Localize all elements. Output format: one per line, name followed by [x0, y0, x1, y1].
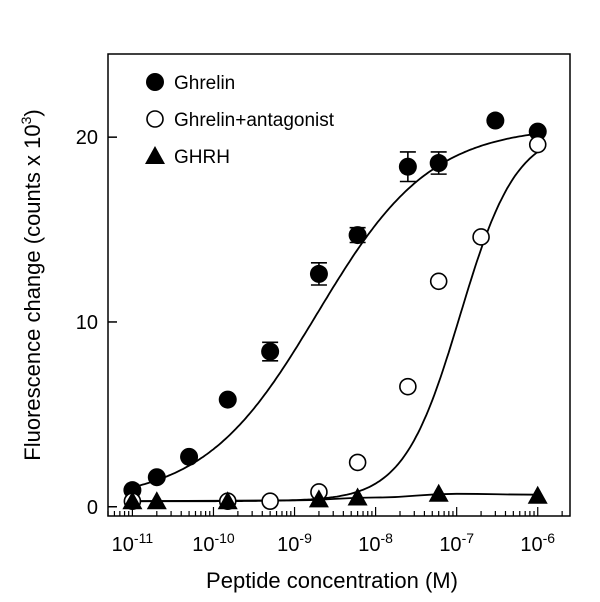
fit-curve-series-1 — [132, 151, 539, 503]
y-tick-label: 0 — [87, 497, 98, 519]
plot-frame — [107, 53, 571, 517]
point-ghrelin-antagonist — [348, 453, 367, 472]
point-ghrelin — [528, 122, 547, 141]
point-ghrh — [428, 483, 449, 502]
point-ghrelin — [180, 447, 199, 466]
legend-marker-ghrh — [145, 146, 165, 164]
fit-curve-series-0 — [132, 132, 538, 489]
point-ghrh — [146, 491, 167, 510]
y-tick-label: 20 — [76, 127, 98, 149]
x-axis-ticks: 10-11 10-10 10-9 10-8 10-7 10-6 — [107, 507, 563, 556]
point-ghrelin-antagonist — [399, 377, 417, 396]
data-points — [122, 111, 548, 511]
point-ghrelin-antagonist — [528, 135, 547, 154]
x-axis-label: Peptide concentration (M) — [206, 568, 458, 593]
y-axis-label-close: ) — [20, 109, 45, 116]
fit-curves — [132, 132, 539, 503]
y-axis-label-exponent: 3 — [18, 116, 34, 124]
point-ghrelin — [147, 468, 166, 487]
x-tick-label: 10-10 — [192, 530, 235, 556]
x-tick-label: 10-8 — [358, 530, 393, 556]
point-ghrh — [308, 489, 329, 508]
y-tick-label: 10 — [76, 312, 98, 334]
point-ghrelin-antagonist — [261, 492, 279, 511]
legend-label-ghrelin-antagonist: Ghrelin+antagonist — [174, 110, 335, 131]
point-ghrh — [217, 491, 238, 510]
point-ghrelin — [429, 154, 448, 173]
legend: Ghrelin Ghrelin+antagonist GHRH — [145, 73, 335, 168]
point-ghrelin — [218, 390, 237, 409]
x-tick-label: 10-7 — [439, 530, 474, 556]
x-tick-label: 10-9 — [277, 530, 312, 556]
point-ghrelin — [486, 111, 505, 130]
point-ghrelin-antagonist — [429, 272, 448, 291]
point-ghrh — [527, 485, 548, 504]
point-ghrh — [122, 491, 143, 510]
legend-marker-ghrelin — [146, 73, 164, 91]
y-axis-label-main: Fluorescence change (counts x 10 — [20, 124, 45, 460]
point-ghrelin-antagonist — [472, 228, 490, 246]
point-ghrelin — [398, 157, 417, 176]
point-ghrelin — [261, 342, 280, 361]
point-ghrelin — [309, 264, 328, 283]
x-tick-label: 10-6 — [520, 530, 555, 556]
y-axis-label: Fluorescence change (counts x 103) — [18, 109, 45, 460]
x-tick-label: 10-11 — [112, 530, 154, 556]
error-bars — [262, 151, 447, 362]
point-ghrh — [347, 487, 368, 506]
legend-marker-ghrelin-antagonist — [146, 110, 164, 128]
y-axis-ticks: 0 10 20 — [76, 127, 117, 519]
point-ghrelin — [348, 226, 367, 245]
legend-label-ghrelin: Ghrelin — [174, 73, 235, 94]
legend-label-ghrh: GHRH — [174, 147, 230, 168]
